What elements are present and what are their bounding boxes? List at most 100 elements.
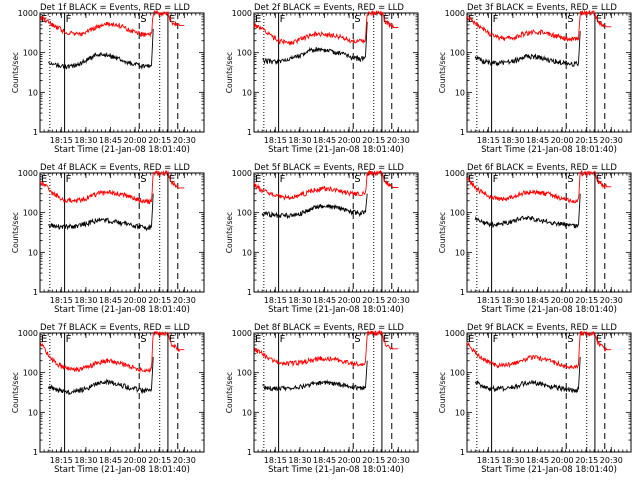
x-axis-label: Start Time (21-Jan-08 18:01:40)	[481, 145, 617, 155]
detector-panel: Det 1f BLACK = Events, RED = LLD 1 10 100 10…	[11, 3, 205, 155]
x-tick-label: 18:15	[477, 296, 500, 305]
y-tick-label: 1000	[232, 329, 252, 338]
time-marker-label: E	[596, 334, 602, 345]
x-tick-label: 20:00	[551, 136, 574, 145]
x-tick-label: 20:00	[338, 136, 361, 145]
x-axis-label: Start Time (21-Jan-08 18:01:40)	[268, 305, 404, 315]
x-tick-label: 20:00	[124, 456, 147, 465]
y-tick-label: 1000	[18, 9, 38, 18]
x-tick-label: 18:15	[264, 296, 287, 305]
events-series-line	[47, 356, 154, 396]
y-tick-label: 1000	[232, 9, 252, 18]
detector-panel: Det 7f BLACK = Events, RED = LLD 1 10 100 10…	[11, 323, 205, 475]
y-axis-label: Counts/sec	[225, 212, 234, 253]
y-tick-label: 10	[28, 88, 38, 97]
lld-series-line	[39, 9, 185, 38]
time-marker-label: S	[567, 14, 573, 25]
y-tick-label: 10	[455, 248, 465, 257]
y-tick-label: 100	[450, 49, 465, 58]
time-marker-label: E	[255, 174, 261, 185]
panel-title: Det 6f BLACK = Events, RED = LLD	[467, 163, 617, 173]
time-marker-label: F	[280, 334, 286, 345]
events-series-line	[474, 356, 581, 394]
y-tick-label: 100	[450, 209, 465, 218]
panel-title: Det 3f BLACK = Events, RED = LLD	[467, 3, 617, 13]
lld-series-line	[253, 169, 399, 201]
panel-title: Det 2f BLACK = Events, RED = LLD	[254, 3, 404, 13]
x-tick-label: 18:15	[50, 296, 73, 305]
x-tick-label: 20:15	[362, 456, 385, 465]
x-tick-label: 18:15	[264, 456, 287, 465]
panel-title: Det 4f BLACK = Events, RED = LLD	[40, 163, 190, 173]
x-tick-label: 18:30	[74, 136, 97, 145]
time-marker-label: S	[140, 174, 146, 185]
y-axis-label: Counts/sec	[438, 52, 447, 93]
y-tick-label: 1	[33, 128, 38, 137]
y-tick-label: 1000	[445, 9, 465, 18]
x-tick-label: 20:00	[124, 136, 147, 145]
y-tick-label: 100	[237, 49, 252, 58]
y-tick-label: 10	[28, 248, 38, 257]
time-marker-label: E	[41, 334, 47, 345]
x-tick-label: 20:30	[387, 296, 410, 305]
x-tick-label: 20:30	[173, 296, 196, 305]
y-tick-label: 1000	[232, 169, 252, 178]
y-tick-label: 100	[23, 369, 38, 378]
time-marker-label: S	[567, 174, 573, 185]
x-tick-label: 18:15	[50, 456, 73, 465]
y-tick-label: 100	[237, 369, 252, 378]
x-tick-label: 18:15	[477, 456, 500, 465]
time-marker-label: F	[493, 174, 499, 185]
time-marker-label: F	[66, 174, 72, 185]
x-tick-label: 20:00	[338, 296, 361, 305]
time-marker-label: S	[354, 334, 360, 345]
y-tick-label: 100	[237, 209, 252, 218]
x-tick-label: 18:30	[501, 456, 524, 465]
x-tick-label: 18:45	[313, 456, 336, 465]
x-tick-label: 18:45	[526, 456, 549, 465]
x-tick-label: 18:30	[74, 296, 97, 305]
x-tick-label: 20:15	[575, 136, 598, 145]
x-tick-label: 20:15	[575, 456, 598, 465]
y-tick-label: 100	[450, 369, 465, 378]
x-tick-label: 20:00	[551, 456, 574, 465]
detector-panel: Det 2f BLACK = Events, RED = LLD 1 10 100 10…	[225, 3, 419, 155]
x-axis-label: Start Time (21-Jan-08 18:01:40)	[481, 305, 617, 315]
x-tick-label: 18:30	[288, 456, 311, 465]
time-marker-label: E	[383, 334, 389, 345]
detector-panel: Det 8f BLACK = Events, RED = LLD 1 10 100 10…	[225, 323, 419, 475]
lld-series-line	[253, 10, 399, 46]
time-marker-label: F	[66, 14, 72, 25]
y-tick-label: 10	[455, 408, 465, 417]
time-marker-label: F	[280, 174, 286, 185]
panel-title: Det 7f BLACK = Events, RED = LLD	[40, 323, 190, 333]
y-tick-label: 1	[33, 288, 38, 297]
lld-series-line	[39, 170, 185, 205]
x-tick-label: 20:15	[148, 136, 171, 145]
x-tick-label: 20:15	[148, 456, 171, 465]
x-tick-label: 20:00	[124, 296, 147, 305]
y-tick-label: 1	[460, 128, 465, 137]
time-marker-label: E	[169, 334, 175, 345]
time-marker-label: F	[66, 334, 72, 345]
time-marker-label: E	[41, 174, 47, 185]
panel-title: Det 8f BLACK = Events, RED = LLD	[254, 323, 404, 333]
y-tick-label: 10	[242, 88, 252, 97]
x-tick-label: 18:45	[313, 136, 336, 145]
events-series-line	[474, 31, 581, 68]
detector-panel: Det 4f BLACK = Events, RED = LLD 1 10 100 10…	[11, 163, 205, 315]
detector-panel: Det 3f BLACK = Events, RED = LLD 1 10 100 10…	[438, 3, 632, 155]
y-tick-label: 1000	[18, 329, 38, 338]
y-tick-label: 100	[23, 209, 38, 218]
y-tick-label: 1	[460, 448, 465, 457]
events-series-line	[262, 360, 368, 392]
time-marker-label: F	[493, 334, 499, 345]
panel-title: Det 1f BLACK = Events, RED = LLD	[40, 3, 190, 13]
y-tick-label: 1	[247, 128, 252, 137]
y-axis-label: Counts/sec	[11, 52, 20, 93]
y-tick-label: 10	[28, 408, 38, 417]
x-axis-label: Start Time (21-Jan-08 18:01:40)	[268, 145, 404, 155]
x-tick-label: 18:30	[288, 136, 311, 145]
x-tick-label: 18:45	[99, 136, 122, 145]
x-tick-label: 20:15	[148, 296, 171, 305]
